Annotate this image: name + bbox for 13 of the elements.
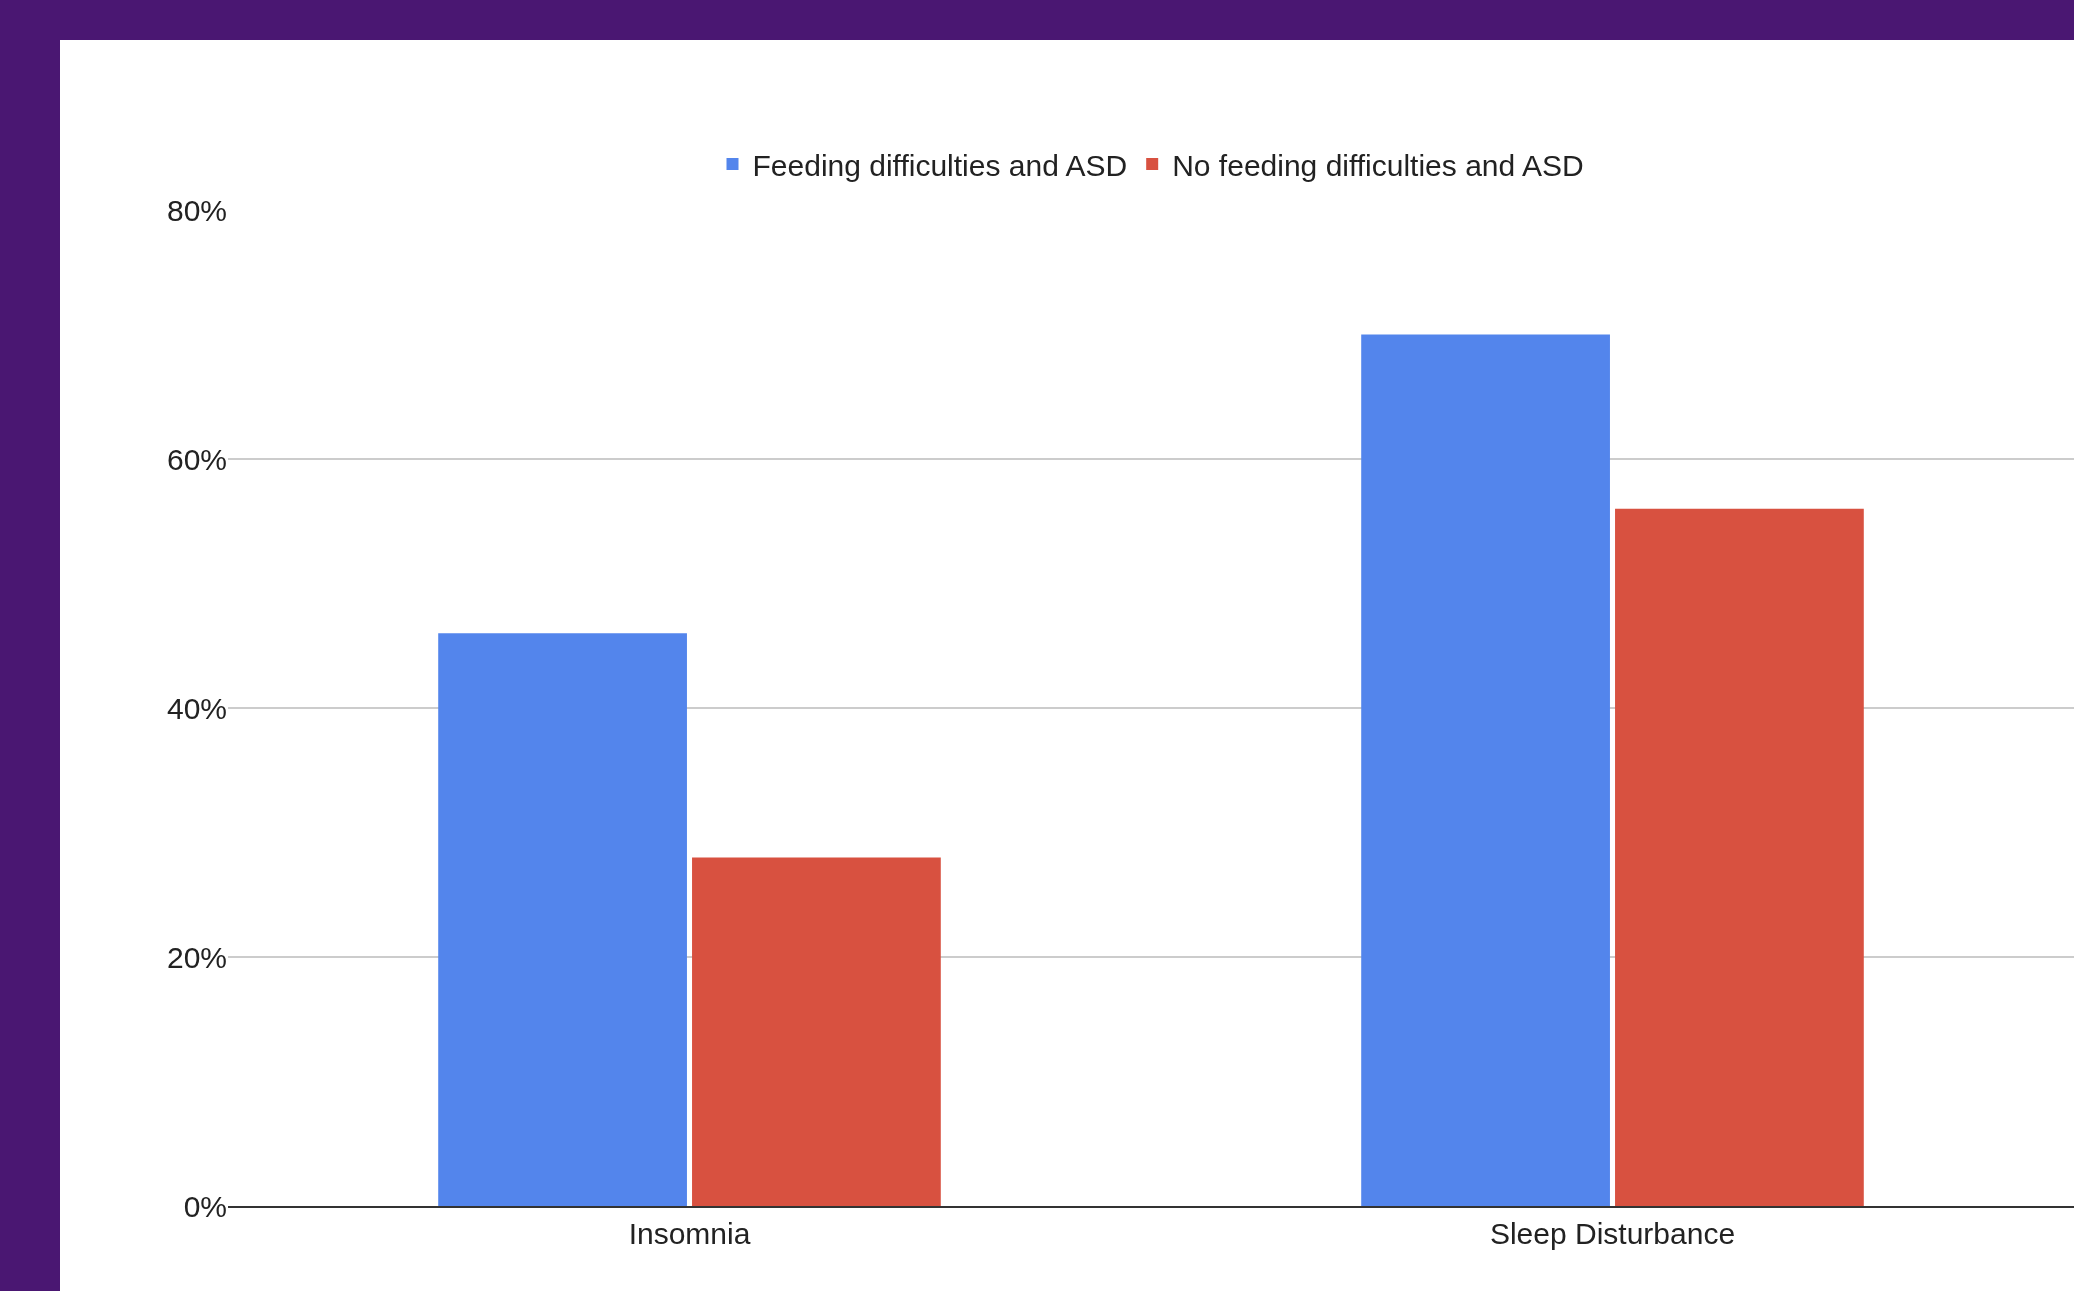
bar	[692, 857, 941, 1206]
y-tick-label: 60%	[166, 442, 227, 476]
bar	[438, 633, 687, 1206]
bar	[1361, 334, 1610, 1206]
y-tick-label: 20%	[166, 940, 227, 974]
bar	[1615, 508, 1864, 1206]
x-tick-label: Sleep Disturbance	[1489, 1217, 1736, 1250]
x-tick-label: Insomnia	[628, 1217, 751, 1250]
legend-label: Feeding difficulties and ASD	[752, 148, 1128, 182]
y-tick-label: 0%	[183, 1189, 227, 1223]
y-tick-label: 40%	[166, 691, 227, 725]
legend-label: No feeding difficulties and ASD	[1172, 148, 1584, 182]
y-tick-label: 80%	[166, 193, 227, 227]
